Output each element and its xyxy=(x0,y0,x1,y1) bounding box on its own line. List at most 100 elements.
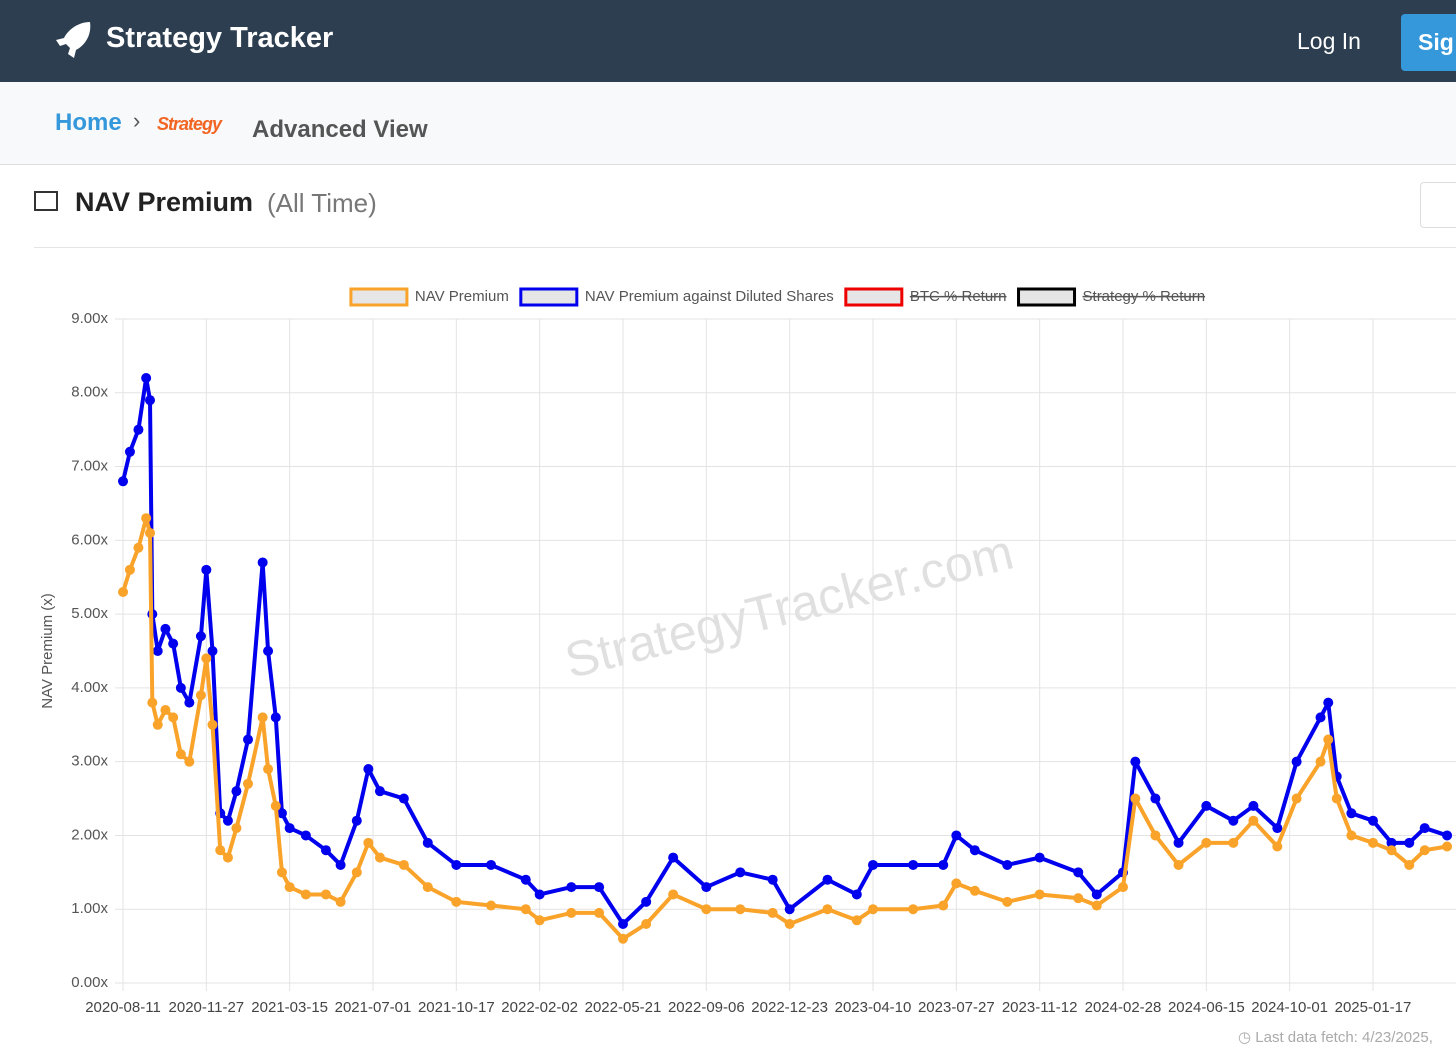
data-point xyxy=(1002,896,1013,907)
y-tick-label: 3.00x xyxy=(71,753,108,770)
data-point xyxy=(1272,841,1283,852)
data-point xyxy=(1034,852,1045,863)
data-point xyxy=(908,904,919,915)
breadcrumb: Home › Strategy Advanced View xyxy=(0,82,1456,165)
divider xyxy=(34,247,1456,248)
x-tick-label: 2022-02-02 xyxy=(501,999,578,1016)
data-point xyxy=(618,933,628,944)
x-tick-label: 2022-12-23 xyxy=(751,999,828,1016)
data-point xyxy=(701,882,712,893)
chevron: › xyxy=(133,108,141,133)
x-tick-label: 2023-07-27 xyxy=(918,999,995,1016)
data-point xyxy=(520,904,531,915)
data-point xyxy=(1442,841,1453,852)
data-point xyxy=(1419,823,1430,834)
x-tick-label: 2021-07-01 xyxy=(335,999,412,1016)
data-point xyxy=(168,712,179,723)
footer-text: Last data fetch: 4/23/2025, xyxy=(1255,1029,1433,1046)
data-point xyxy=(1346,808,1357,819)
login-link[interactable]: Log In xyxy=(1297,28,1361,54)
data-point xyxy=(222,815,233,826)
navbar: Strategy Tracker Log In Sig xyxy=(0,0,1456,82)
data-point xyxy=(486,859,497,870)
data-point xyxy=(486,900,497,911)
data-point xyxy=(398,793,409,804)
x-tick-label: 2024-02-28 xyxy=(1085,999,1162,1016)
data-point xyxy=(1323,697,1334,708)
data-point xyxy=(822,874,833,885)
y-tick-label: 2.00x xyxy=(71,826,108,843)
data-point xyxy=(1368,837,1378,848)
data-point xyxy=(1404,859,1415,870)
x-tick-label: 2022-09-06 xyxy=(668,999,745,1016)
data-point xyxy=(1228,815,1239,826)
data-point xyxy=(1130,793,1141,804)
home-link[interactable]: Home xyxy=(55,109,122,136)
legend-swatch xyxy=(349,287,409,307)
data-point xyxy=(1291,793,1302,804)
data-point xyxy=(594,882,605,893)
y-axis-label: NAV Premium (x) xyxy=(39,593,56,709)
data-point xyxy=(668,852,679,863)
y-tick-label: 0.00x xyxy=(71,974,108,991)
data-point xyxy=(1315,712,1326,723)
data-point xyxy=(145,527,156,538)
brand[interactable]: Strategy Tracker xyxy=(106,22,334,54)
data-point xyxy=(1346,830,1357,841)
data-point xyxy=(1150,793,1161,804)
card-range: (All Time) xyxy=(267,188,377,218)
data-point xyxy=(1118,882,1128,893)
data-point xyxy=(195,631,206,642)
data-point xyxy=(207,719,218,730)
data-point xyxy=(141,513,152,524)
data-point xyxy=(257,557,268,568)
data-point xyxy=(1002,859,1013,870)
data-point xyxy=(284,882,295,893)
data-point xyxy=(124,446,135,457)
data-point xyxy=(276,808,287,819)
data-point xyxy=(300,889,311,900)
legend-swatch xyxy=(1017,287,1077,307)
data-point xyxy=(566,882,577,893)
data-point xyxy=(124,564,135,575)
data-point xyxy=(851,889,862,900)
data-point xyxy=(133,542,144,553)
data-point xyxy=(257,712,268,723)
y-tick-label: 5.00x xyxy=(71,605,108,622)
data-point xyxy=(1034,889,1045,900)
legend-label: NAV Premium against Diluted Shares xyxy=(585,288,834,305)
data-point xyxy=(215,845,226,856)
data-point xyxy=(1315,756,1326,767)
data-point xyxy=(363,764,374,775)
data-point xyxy=(701,904,712,915)
data-point xyxy=(534,915,545,926)
card-title: NAV Premium xyxy=(75,187,254,217)
data-point xyxy=(118,476,128,487)
data-point xyxy=(1272,823,1283,834)
data-point xyxy=(231,823,242,834)
x-tick-label: 2021-03-15 xyxy=(251,999,328,1016)
data-point xyxy=(152,719,163,730)
data-point xyxy=(263,764,274,775)
data-point xyxy=(270,712,281,723)
data-point xyxy=(1228,837,1239,848)
x-tick-label: 2024-06-15 xyxy=(1168,999,1245,1016)
strategy-logo[interactable]: Strategy xyxy=(157,114,222,134)
current-page: Advanced View xyxy=(252,116,428,143)
data-point xyxy=(222,852,233,863)
data-point xyxy=(201,653,212,664)
data-point xyxy=(1091,889,1102,900)
data-point xyxy=(767,907,778,918)
legend-swatch xyxy=(844,287,904,307)
data-point xyxy=(168,638,179,649)
data-point xyxy=(1150,830,1161,841)
signup-button[interactable]: Sig xyxy=(1401,14,1456,71)
data-point xyxy=(422,837,433,848)
x-tick-label: 2020-11-27 xyxy=(169,999,245,1016)
data-point xyxy=(1173,837,1184,848)
data-point xyxy=(374,852,385,863)
y-tick-label: 4.00x xyxy=(71,679,108,696)
data-point xyxy=(1404,837,1415,848)
download-button[interactable] xyxy=(1420,182,1456,228)
data-point xyxy=(363,837,374,848)
